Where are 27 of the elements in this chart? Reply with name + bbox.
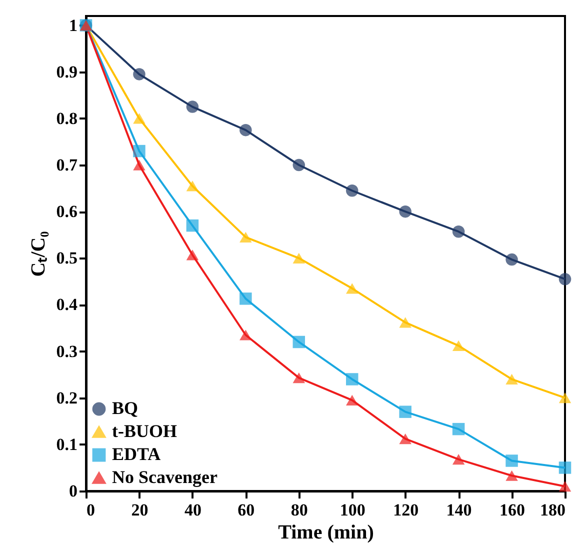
x-tick-label: 140 xyxy=(446,500,472,520)
legend-label: t-BUOH xyxy=(112,421,177,441)
y-tick-label: 0.1 xyxy=(56,434,78,454)
x-tick-label: 60 xyxy=(238,500,255,520)
y-tick-label: 0.4 xyxy=(56,295,78,314)
y-tick-label: 0.7 xyxy=(56,156,78,175)
x-axis-title: Time (min) xyxy=(278,522,374,544)
y-tick-label: 1 xyxy=(69,16,78,35)
legend-label: BQ xyxy=(112,398,138,418)
y-tick-label: 0.6 xyxy=(56,202,78,222)
y-tick-label: 0.5 xyxy=(56,248,78,268)
y-tick-label: 0.9 xyxy=(56,62,78,82)
x-tick-label: 80 xyxy=(290,500,308,520)
y-tick-label: 0.8 xyxy=(56,108,78,128)
y-tick-label: 0 xyxy=(69,482,78,500)
y-tick-label: 0.2 xyxy=(56,388,78,408)
y-tick-label: 0.3 xyxy=(56,342,78,361)
x-tick-label: 180 xyxy=(540,500,566,520)
y-axis-title: Cₜ/C₀ xyxy=(27,231,50,277)
x-tick-label: 120 xyxy=(393,500,419,520)
legend-label: No Scavenger xyxy=(112,467,218,487)
x-tick-label: 20 xyxy=(131,500,148,520)
legend-label: EDTA xyxy=(112,444,161,464)
x-tick-label: 100 xyxy=(340,500,366,520)
x-tick-label: 40 xyxy=(184,500,202,520)
x-tick-label: 0 xyxy=(86,500,95,520)
x-tick-label: 160 xyxy=(500,500,526,520)
